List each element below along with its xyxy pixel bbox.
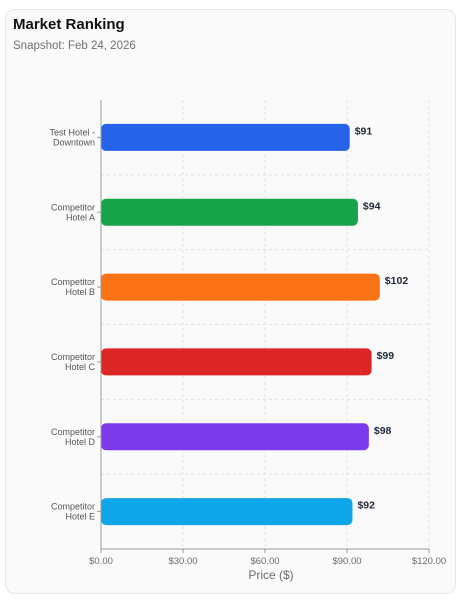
market-ranking-card: [5, 9, 456, 594]
x-tick-label: $0.00: [89, 556, 113, 567]
bar: [101, 198, 358, 226]
bar: [101, 423, 369, 451]
bar-value-label: $92: [357, 500, 375, 512]
category-label-line: Competitor: [51, 277, 95, 287]
category-label-line: Competitor: [51, 352, 95, 362]
bar: [101, 498, 353, 526]
x-tick-label: $30.00: [168, 556, 197, 567]
x-tick-label: $90.00: [332, 556, 361, 567]
bar-value-label: $102: [385, 275, 409, 287]
category-label: Competitor Hotel A: [51, 202, 95, 222]
category-label-line: Hotel A: [66, 212, 95, 222]
category-label-line: Hotel B: [65, 287, 95, 297]
category-label: Competitor Hotel C: [51, 352, 96, 372]
bar-value-label: $91: [355, 125, 373, 137]
category-label: Competitor Hotel D: [51, 427, 96, 447]
bar: [101, 123, 350, 151]
x-tick-label: $60.00: [250, 556, 279, 567]
category-label-line: Hotel E: [65, 512, 95, 522]
card-title: Market Ranking: [13, 16, 125, 33]
category-label-line: Competitor: [51, 202, 95, 212]
category-label: Competitor Hotel B: [51, 277, 95, 297]
category-label-line: Downtown: [53, 137, 95, 147]
bar: [101, 273, 380, 301]
bar-value-label: $94: [363, 200, 381, 212]
category-label-line: Competitor: [51, 502, 95, 512]
category-label: Test Hotel -Downtown: [49, 127, 95, 147]
card-subtitle: Snapshot: Feb 24, 2026: [13, 40, 136, 52]
bar-value-label: $99: [377, 350, 395, 362]
bar: [101, 348, 372, 376]
category-label-line: Test Hotel -: [49, 127, 95, 137]
bar-value-label: $98: [374, 425, 392, 437]
category-label-line: Hotel C: [65, 362, 96, 372]
category-label-line: Competitor: [51, 427, 95, 437]
x-axis-title: Price ($): [248, 568, 293, 582]
category-label-line: Hotel D: [65, 437, 96, 447]
category-label: Competitor Hotel E: [51, 502, 95, 522]
x-tick-label: $120.00: [412, 556, 446, 567]
